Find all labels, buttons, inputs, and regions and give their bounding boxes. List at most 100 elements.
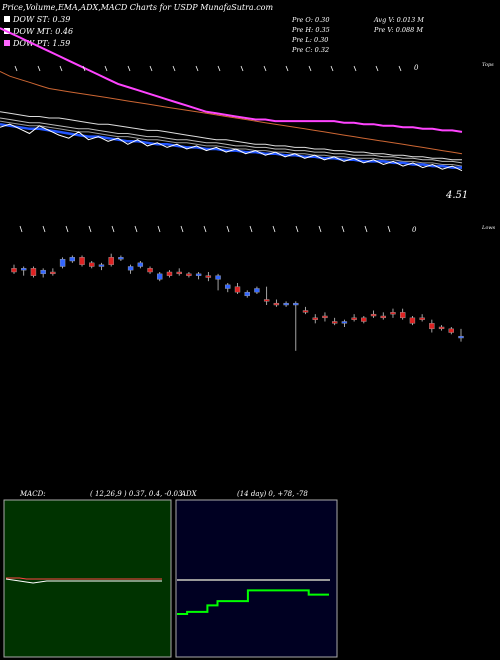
- tick-mark: [134, 225, 138, 233]
- candlesticks: [11, 253, 464, 351]
- tick-mark: [308, 65, 312, 72]
- candle-body: [195, 273, 202, 276]
- candle-panel: Lows 0: [11, 225, 496, 351]
- tick-mark: [127, 65, 131, 72]
- tick-mark: [375, 65, 379, 72]
- candle-body: [429, 323, 435, 330]
- zero-marker: 0: [414, 64, 419, 72]
- tick-mark: [37, 65, 41, 72]
- tick-mark: [387, 225, 391, 233]
- candle-body: [137, 262, 144, 267]
- candle-body: [331, 321, 338, 324]
- candle-tick-marks: [19, 225, 391, 233]
- adx-panel: ADX (14 day) 0, +78, -78: [175, 490, 338, 658]
- price-stat: Pre L: 0.30: [291, 36, 328, 44]
- candle-body: [370, 313, 377, 317]
- tick-mark: [318, 225, 322, 233]
- legend: DOW ST: 0.39 DOW MT: 0.46 DOW PT: 1.59: [4, 15, 73, 48]
- candle-body: [89, 262, 95, 267]
- series-line: [0, 71, 463, 155]
- adx-params: (14 day) 0, +78, -78: [237, 490, 308, 498]
- candle-body: [225, 284, 231, 289]
- candle-body: [409, 317, 416, 324]
- main-panel: Price,Volume,EMA,ADX,MACD Charts for USD…: [0, 3, 494, 201]
- adx-line: [177, 589, 329, 615]
- tick-mark: [104, 65, 108, 72]
- zero-marker-lows: 0: [412, 226, 417, 234]
- candle-body: [283, 302, 289, 306]
- legend-entry: DOW MT: 0.46: [12, 27, 73, 36]
- candle-body: [186, 273, 192, 276]
- series-line: [0, 27, 463, 133]
- tick-mark: [149, 65, 153, 72]
- tick-mark: [111, 225, 115, 233]
- series-line: [0, 111, 462, 161]
- series-line: [0, 117, 463, 164]
- candle-body: [215, 275, 221, 280]
- macd-params: ( 12,26,9 ) 0.37, 0.4, -0.03: [90, 490, 183, 498]
- tick-mark: [42, 225, 46, 233]
- series-line: [0, 120, 463, 167]
- candle-body: [40, 269, 46, 275]
- candle-body: [302, 310, 309, 313]
- macd-line: [5, 578, 162, 584]
- axis-note-tops: Tops: [482, 62, 494, 68]
- candle-body: [361, 317, 367, 322]
- candle-body: [448, 328, 454, 333]
- candle-body: [176, 271, 182, 275]
- candle-body: [98, 264, 105, 267]
- price-stats: Pre O: 0.30 Pre H: 0.35 Pre L: 0.30 Pre C: …: [291, 16, 424, 54]
- main-tick-marks: [14, 65, 402, 72]
- tick-mark: [59, 65, 63, 72]
- candle-body: [59, 258, 66, 267]
- main-series-lines: [0, 27, 463, 172]
- tick-mark: [14, 65, 18, 72]
- price-stat: Pre V: 0.088 M: [373, 26, 423, 34]
- tick-mark: [19, 225, 23, 233]
- adx-plot-area: [175, 499, 338, 658]
- macd-line: [6, 577, 162, 580]
- candle-body: [108, 257, 114, 265]
- candle-body: [263, 299, 270, 302]
- legend-swatch: [4, 16, 10, 22]
- price-stat: Pre O: 0.30: [291, 16, 329, 24]
- candle-body: [244, 291, 250, 297]
- macd-title: MACD:: [19, 490, 46, 498]
- tick-mark: [217, 65, 221, 72]
- legend-swatch: [4, 40, 10, 46]
- candle-body: [205, 275, 212, 278]
- price-stat: Pre H: 0.35: [291, 26, 330, 34]
- candle-body: [273, 302, 280, 306]
- tick-mark: [195, 65, 199, 72]
- axis-note-lows: Lows: [481, 225, 496, 231]
- candle-body: [390, 312, 396, 315]
- tick-mark: [263, 65, 267, 72]
- candle-body: [118, 257, 124, 260]
- tick-mark: [65, 225, 69, 233]
- tick-mark: [272, 225, 276, 233]
- candle-body: [79, 257, 85, 265]
- candle-body: [157, 273, 163, 280]
- candle-body: [30, 268, 37, 276]
- tick-mark: [88, 225, 92, 233]
- adx-lines: [177, 579, 330, 615]
- tick-mark: [398, 65, 402, 72]
- tick-mark: [82, 65, 86, 72]
- price-label: 4.51: [445, 190, 468, 201]
- candle-body: [399, 312, 406, 319]
- candle-body: [234, 286, 241, 293]
- candle-body: [322, 315, 328, 319]
- candle-body: [69, 257, 76, 262]
- candle-body: [351, 317, 357, 320]
- chart-title: Price,Volume,EMA,ADX,MACD Charts for USD…: [1, 3, 274, 12]
- price-stat: Avg V: 0.013 M: [373, 16, 424, 24]
- candle-body: [127, 266, 134, 271]
- legend-entry: DOW PT: 1.59: [12, 39, 70, 48]
- tick-mark: [353, 65, 357, 72]
- tick-mark: [180, 225, 184, 233]
- candle-body: [254, 288, 260, 293]
- candle-body: [293, 302, 299, 306]
- macd-panel: MACD: ( 12,26,9 ) 0.37, 0.4, -0.03: [3, 490, 183, 658]
- candle-body: [341, 321, 348, 324]
